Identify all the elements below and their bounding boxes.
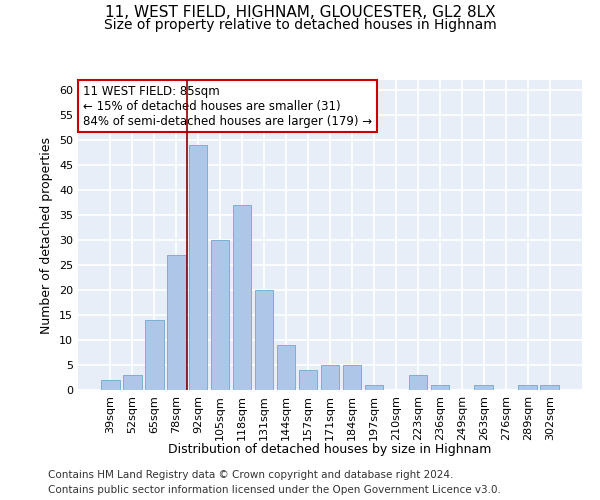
Bar — [299, 370, 317, 390]
Bar — [409, 375, 427, 390]
Text: Contains HM Land Registry data © Crown copyright and database right 2024.: Contains HM Land Registry data © Crown c… — [48, 470, 454, 480]
Bar — [211, 240, 229, 390]
Text: 11, WEST FIELD, HIGHNAM, GLOUCESTER, GL2 8LX: 11, WEST FIELD, HIGHNAM, GLOUCESTER, GL2… — [104, 5, 496, 20]
Text: Distribution of detached houses by size in Highnam: Distribution of detached houses by size … — [169, 442, 491, 456]
Bar — [123, 375, 142, 390]
Bar — [189, 145, 208, 390]
Bar — [145, 320, 164, 390]
Bar — [320, 365, 340, 390]
Bar — [343, 365, 361, 390]
Text: Contains public sector information licensed under the Open Government Licence v3: Contains public sector information licen… — [48, 485, 501, 495]
Bar — [233, 205, 251, 390]
Bar — [277, 345, 295, 390]
Bar — [475, 385, 493, 390]
Bar — [167, 255, 185, 390]
Bar — [541, 385, 559, 390]
Bar — [101, 380, 119, 390]
Y-axis label: Number of detached properties: Number of detached properties — [40, 136, 53, 334]
Text: 11 WEST FIELD: 85sqm
← 15% of detached houses are smaller (31)
84% of semi-detac: 11 WEST FIELD: 85sqm ← 15% of detached h… — [83, 84, 372, 128]
Bar — [255, 290, 274, 390]
Bar — [365, 385, 383, 390]
Text: Size of property relative to detached houses in Highnam: Size of property relative to detached ho… — [104, 18, 496, 32]
Bar — [518, 385, 537, 390]
Bar — [431, 385, 449, 390]
